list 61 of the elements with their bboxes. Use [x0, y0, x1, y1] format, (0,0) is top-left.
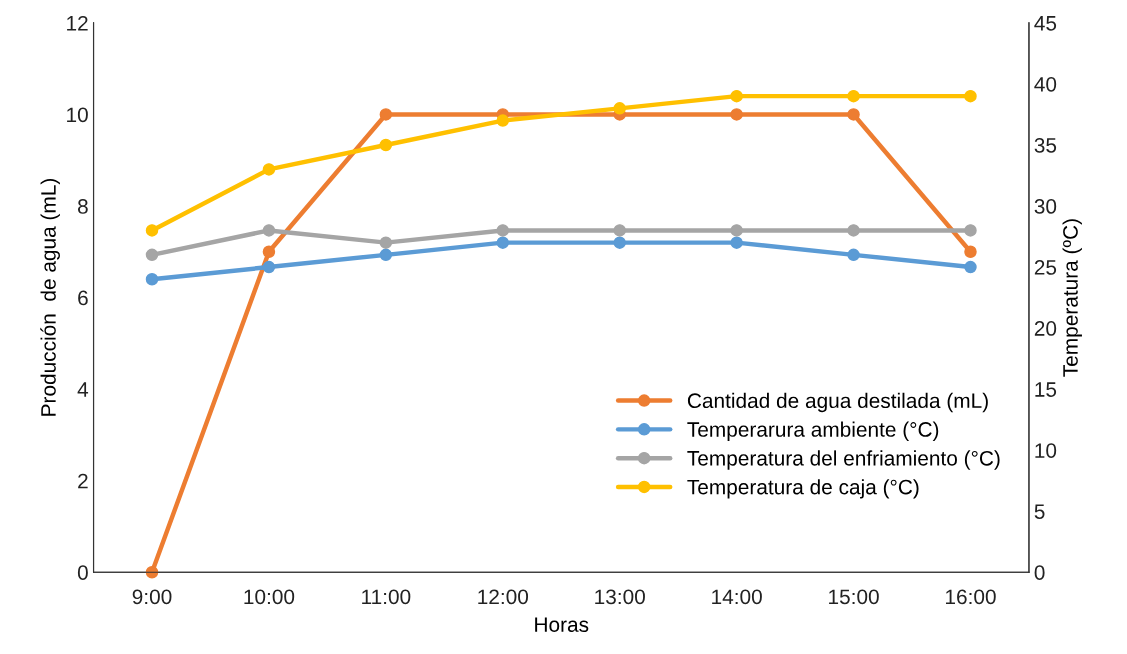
point — [847, 224, 860, 237]
point — [262, 245, 276, 259]
x-tick-label: 13:00 — [595, 589, 645, 605]
x-tick-label: 9:00 — [132, 589, 172, 605]
y-tick-label: 4 — [77, 382, 89, 397]
point — [730, 224, 743, 237]
y2-tick-label: 10 — [1035, 443, 1057, 458]
y-tick-label: 2 — [78, 473, 88, 489]
y2-tick-label: 40 — [1034, 76, 1057, 92]
point — [145, 224, 159, 237]
legend-label: Cantidad de agua destilada (mL) — [687, 392, 988, 413]
y2-tick-label: 20 — [1034, 321, 1057, 336]
x-tick-label: 12:00 — [478, 589, 529, 605]
x-tick-label: 10:00 — [244, 589, 295, 605]
x-axis-title: Horas — [535, 617, 589, 632]
point — [730, 89, 743, 103]
point — [847, 248, 860, 262]
point — [496, 236, 510, 249]
y2-tick-label: 25 — [1034, 260, 1057, 275]
x-tick-label: 16:00 — [946, 589, 996, 605]
y2-tick-label: 45 — [1034, 16, 1057, 31]
point — [379, 138, 393, 152]
point — [496, 224, 510, 237]
point — [964, 224, 977, 237]
legend-label: Temperarura ambiente (°C) — [687, 421, 939, 441]
y-tick-label: 10 — [67, 107, 88, 123]
y2-tick-label: 35 — [1034, 137, 1057, 153]
y-axis-title: Producción de agua (mL) — [40, 179, 60, 416]
x-tick-label: 14:00 — [712, 589, 762, 605]
point — [847, 108, 860, 121]
y2-tick-label: 0 — [1034, 565, 1045, 580]
point — [730, 108, 743, 121]
y2-tick-label: 5 — [1034, 504, 1045, 519]
point — [379, 248, 393, 262]
point — [847, 89, 860, 103]
y-tick-label: 8 — [78, 199, 88, 214]
point — [379, 236, 393, 249]
x-tick-label: 15:00 — [829, 589, 879, 605]
point — [613, 102, 626, 115]
point — [379, 108, 393, 121]
point — [964, 245, 977, 259]
point — [262, 224, 276, 237]
point — [145, 248, 159, 262]
point — [613, 224, 626, 237]
x-tick-label: 11:00 — [362, 589, 411, 605]
point — [262, 260, 276, 274]
y2-axis-title: Temperatura (ºC) — [1062, 219, 1082, 377]
y-tick-label: 6 — [78, 290, 88, 306]
point — [145, 273, 159, 286]
point — [964, 260, 977, 274]
y2-tick-label: 30 — [1034, 199, 1057, 214]
point — [613, 236, 626, 249]
legend-label: Temperatura de caja (°C) — [687, 479, 919, 499]
point — [964, 89, 977, 103]
y2-tick-label: 15 — [1035, 382, 1057, 397]
y-tick-label: 0 — [77, 565, 88, 580]
point — [496, 114, 510, 127]
point — [730, 236, 743, 249]
legend-label: Temperatura del enfriamiento (°C) — [687, 450, 1000, 470]
point — [262, 163, 276, 176]
y-tick-label: 12 — [67, 15, 88, 31]
